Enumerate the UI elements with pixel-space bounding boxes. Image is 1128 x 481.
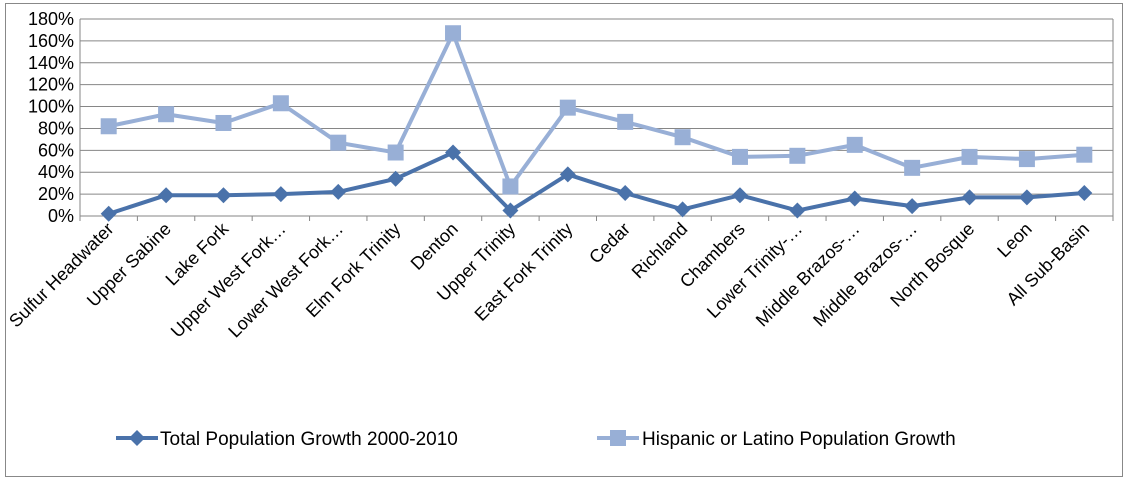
legend: Total Population Growth 2000-2010 Hispani… bbox=[116, 429, 956, 450]
data-point-square bbox=[1018, 151, 1035, 168]
x-category-label: Sulfur Headwater bbox=[5, 219, 117, 331]
data-point-diamond bbox=[100, 205, 117, 222]
data-point-diamond bbox=[846, 190, 863, 207]
data-point-diamond bbox=[961, 189, 978, 206]
y-tick-label: 0% bbox=[48, 206, 74, 226]
data-point-square bbox=[100, 118, 117, 135]
y-tick-label: 160% bbox=[28, 31, 74, 51]
data-point-square bbox=[617, 113, 634, 130]
data-point-diamond bbox=[617, 185, 634, 202]
y-tick-label: 60% bbox=[38, 140, 74, 160]
data-point-square bbox=[1076, 146, 1093, 163]
data-point-diamond bbox=[272, 186, 289, 203]
series-lines bbox=[100, 25, 1093, 222]
data-point-diamond bbox=[731, 187, 748, 204]
data-point-diamond bbox=[789, 202, 806, 219]
legend-label: Total Population Growth 2000-2010 bbox=[160, 429, 458, 450]
y-tick-label: 120% bbox=[28, 75, 74, 95]
data-point-square bbox=[445, 25, 462, 42]
legend-diamond-marker bbox=[129, 430, 145, 446]
y-tick-label: 100% bbox=[28, 97, 74, 117]
series-line bbox=[108, 150, 1085, 216]
data-point-diamond bbox=[559, 166, 576, 183]
y-tick-label: 180% bbox=[28, 9, 74, 29]
data-point-square bbox=[731, 148, 748, 165]
y-axis-ticks: 0%20%40%60%80%100%120%140%160%180% bbox=[28, 9, 74, 226]
x-category-label: Denton bbox=[407, 219, 462, 274]
legend-square-marker bbox=[610, 430, 626, 446]
data-point-square bbox=[502, 178, 519, 195]
data-point-diamond bbox=[158, 187, 175, 204]
y-tick-label: 140% bbox=[28, 53, 74, 73]
data-point-diamond bbox=[904, 198, 921, 215]
data-point-diamond bbox=[330, 183, 347, 200]
y-tick-label: 80% bbox=[38, 118, 74, 138]
data-point-square bbox=[158, 106, 175, 123]
data-point-square bbox=[961, 148, 978, 165]
data-point-square bbox=[789, 147, 806, 164]
data-point-square bbox=[674, 129, 691, 146]
x-category-label: Cedar bbox=[585, 219, 634, 268]
data-point-diamond bbox=[674, 201, 691, 218]
data-point-square bbox=[330, 134, 347, 151]
y-tick-label: 40% bbox=[38, 162, 74, 182]
data-point-diamond bbox=[1018, 189, 1035, 206]
chart-frame bbox=[5, 3, 1123, 477]
data-point-diamond bbox=[1076, 185, 1093, 202]
data-point-diamond bbox=[502, 202, 519, 219]
data-point-diamond bbox=[445, 144, 462, 161]
x-category-label: East Fork Trinity bbox=[471, 219, 577, 325]
data-point-square bbox=[559, 99, 576, 116]
x-category-label: Middle Brazos-… bbox=[752, 219, 864, 331]
y-tick-label: 20% bbox=[38, 184, 74, 204]
data-point-diamond bbox=[215, 187, 232, 204]
legend-label: Hispanic or Latino Population Growth bbox=[642, 429, 956, 450]
data-point-square bbox=[846, 136, 863, 153]
data-point-square bbox=[387, 144, 404, 161]
x-category-label: Leon bbox=[993, 219, 1035, 261]
data-point-square bbox=[215, 114, 232, 131]
data-point-square bbox=[904, 159, 921, 176]
data-point-diamond bbox=[387, 170, 404, 187]
series-line bbox=[108, 31, 1085, 189]
x-category-label: Middle Brazos-… bbox=[809, 219, 921, 331]
data-point-square bbox=[272, 95, 289, 112]
